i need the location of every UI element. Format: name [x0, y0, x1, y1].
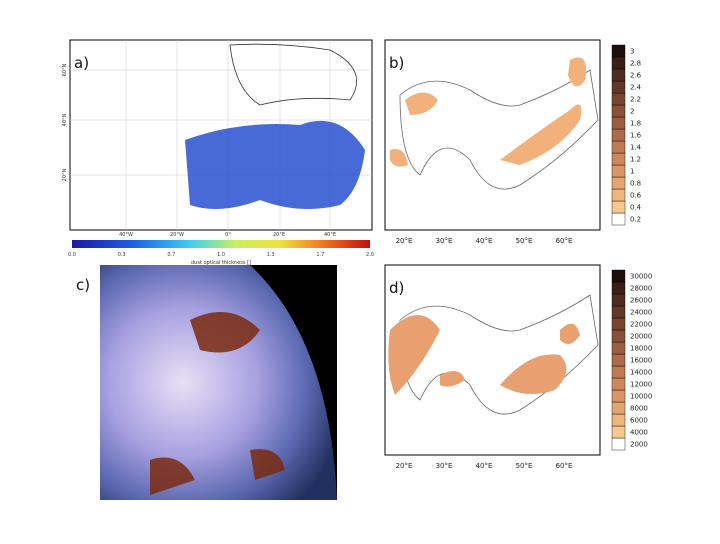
colorbar-segment [611, 164, 626, 178]
lon-label: 40°W [119, 232, 133, 238]
panel-label: c) [76, 276, 90, 294]
colorbar-segment [611, 269, 626, 283]
colorbar-segment [611, 68, 626, 82]
colorbar-label: 1.0 [217, 252, 225, 258]
lon-label: 40°E [476, 462, 493, 470]
colorbar-label: 2.8 [630, 60, 641, 68]
colorbar-label: 0.8 [630, 180, 641, 188]
lon-label: 20°E [396, 462, 413, 470]
panel-label: b) [389, 54, 404, 72]
colorbar-segment [611, 341, 626, 355]
colorbar-label: 22000 [630, 321, 652, 329]
colorbar-label: 1.8 [630, 120, 641, 128]
colorbar-label: 1 [630, 168, 634, 176]
cloud-feature [150, 312, 285, 495]
colorbar-segment [611, 377, 626, 391]
colorbar-label: 3 [630, 48, 634, 56]
colorbar-label: 1.2 [630, 156, 641, 164]
colorbar-segment [611, 176, 626, 190]
lon-label: 40°E [324, 232, 336, 238]
colorbar-label: 2.6 [630, 72, 642, 80]
colorbar-label: 24000 [630, 309, 652, 317]
colorbar-segment [611, 401, 626, 415]
dust-field [500, 104, 582, 165]
colorbar-label: 10000 [630, 393, 652, 401]
colorbar-label: 28000 [630, 285, 652, 293]
colorbar-segment [611, 56, 626, 70]
colorbar-label: 2 [630, 108, 634, 116]
colorbar-label: 0.0 [68, 252, 76, 258]
colorbar-segment [611, 116, 626, 130]
lon-label: 20°E [273, 232, 285, 238]
colorbar-segment [611, 329, 626, 343]
lon-label: 60°E [556, 462, 573, 470]
panel-label: d) [389, 279, 404, 297]
colorbar-segment [611, 128, 626, 142]
colorbar-label: 8000 [630, 405, 648, 413]
colorbar-segment [611, 425, 626, 439]
colorbar-label: 0.3 [118, 252, 126, 258]
colorbar-segment [611, 140, 626, 154]
dust-field [185, 120, 365, 209]
lon-label: 0° [225, 232, 231, 238]
colorbar-segment [611, 92, 626, 106]
colorbar-segment [611, 437, 626, 451]
colorbar-label: 0.4 [630, 204, 642, 212]
colorbar-label: 0.7 [167, 252, 175, 258]
coastline [229, 43, 358, 106]
lat-label: 20°N [62, 168, 68, 181]
lon-label: 50°E [516, 462, 533, 470]
colorbar-segment [611, 152, 626, 166]
colorbar-label: 16000 [630, 357, 652, 365]
colorbar-label: 30000 [630, 273, 652, 281]
lon-label: 50°E [516, 237, 533, 245]
colorbar-segment [611, 188, 626, 202]
colorbar-label: 1.6 [630, 132, 642, 140]
colorbar-segment [611, 80, 626, 94]
lat-label: 60°N [62, 63, 68, 76]
colorbar [72, 240, 370, 248]
colorbar-title: dust optical thickness [] [191, 260, 251, 266]
colorbar-label: 12000 [630, 381, 652, 389]
colorbar-label: 0.6 [630, 192, 642, 200]
colorbar-label: 1.3 [267, 252, 275, 258]
colorbar-label: 2.0 [366, 252, 374, 258]
panel-label: a) [74, 54, 89, 72]
colorbar-segment [611, 305, 626, 319]
lon-label: 60°E [556, 237, 573, 245]
colorbar-segment [611, 212, 626, 226]
lon-label: 20°E [396, 237, 413, 245]
colorbar-segment [611, 413, 626, 427]
colorbar-segment [611, 317, 626, 331]
colorbar-segment [611, 353, 626, 367]
colorbar-segment [611, 104, 626, 118]
dust-field [388, 315, 580, 395]
colorbar-label: 2.2 [630, 96, 641, 104]
colorbar-segment [611, 293, 626, 307]
lon-label: 30°E [436, 237, 453, 245]
colorbar-segment [611, 44, 626, 58]
colorbar-label: 18000 [630, 345, 652, 353]
colorbar-segment [611, 281, 626, 295]
colorbar-label: 1.7 [316, 252, 324, 258]
colorbar-label: 4000 [630, 429, 648, 437]
satellite-disk [100, 265, 337, 500]
colorbar-segment [611, 200, 626, 214]
lat-label: 40°N [62, 113, 68, 126]
colorbar-label: 20000 [630, 333, 652, 341]
coastline [399, 69, 599, 190]
lon-label: 20°W [170, 232, 184, 238]
colorbar-label: 0.2 [630, 216, 641, 224]
lon-label: 30°E [436, 462, 453, 470]
colorbar-label: 14000 [630, 369, 652, 377]
colorbar-label: 1.4 [630, 144, 642, 152]
colorbar-label: 6000 [630, 417, 648, 425]
colorbar-label: 2.4 [630, 84, 642, 92]
colorbar-label: 2000 [630, 441, 648, 449]
lon-label: 40°E [476, 237, 493, 245]
colorbar-label: 26000 [630, 297, 652, 305]
colorbar-segment [611, 365, 626, 379]
colorbar-segment [611, 389, 626, 403]
